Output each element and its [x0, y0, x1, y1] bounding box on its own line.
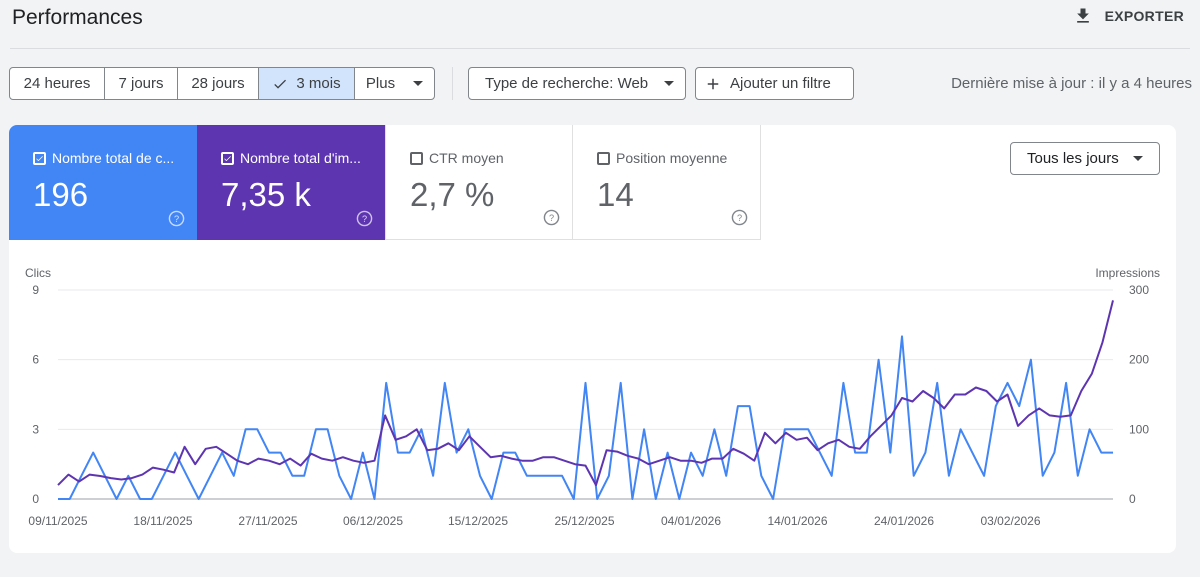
y-tick-right: 100	[1129, 422, 1149, 436]
x-tick-label: 09/11/2025	[28, 514, 87, 528]
caret-down-icon	[413, 81, 424, 86]
range-7d[interactable]: 7 jours	[105, 68, 178, 99]
metric-position[interactable]: Position moyenne 14 ?	[573, 125, 761, 240]
help-icon[interactable]: ?	[356, 210, 373, 227]
svg-text:?: ?	[174, 214, 179, 224]
x-tick-label: 24/01/2026	[874, 514, 934, 528]
export-button[interactable]: EXPORTER	[1073, 6, 1184, 26]
y-tick-left: 6	[32, 353, 39, 367]
metric-impressions-value: 7,35 k	[221, 176, 311, 213]
help-icon[interactable]: ?	[168, 210, 185, 227]
download-icon	[1076, 8, 1089, 23]
header-divider	[10, 48, 1190, 49]
page-title: Performances	[12, 6, 143, 29]
range-24h[interactable]: 24 heures	[10, 68, 105, 99]
range-more-label: Plus	[365, 75, 396, 92]
plus-icon	[707, 78, 719, 89]
svg-text:?: ?	[549, 213, 554, 223]
x-tick-label: 27/11/2025	[238, 514, 297, 528]
help-icon[interactable]: ?	[731, 209, 748, 226]
metric-impressions[interactable]: Nombre total d'im... 7,35 k ?	[197, 125, 385, 240]
range-3m-label: 3 mois	[296, 75, 341, 92]
x-tick-label: 04/01/2026	[661, 514, 721, 528]
export-label: EXPORTER	[1104, 8, 1184, 24]
metric-clicks-label: Nombre total de c...	[52, 150, 175, 166]
series-line-clicks	[58, 335, 1113, 500]
search-type-dropdown[interactable]: Type de recherche: Web	[468, 67, 686, 100]
days-dropdown[interactable]: Tous les jours	[1010, 142, 1160, 175]
svg-text:?: ?	[737, 213, 742, 223]
checkbox-checked-icon[interactable]	[221, 151, 234, 165]
checkbox-checked-icon[interactable]	[33, 151, 46, 165]
metric-clicks-value: 196	[33, 176, 89, 213]
days-dropdown-label: Tous les jours	[1027, 150, 1119, 167]
metric-ctr-value: 2,7 %	[410, 176, 495, 213]
y-tick-right: 0	[1129, 492, 1136, 506]
add-filter-label: Ajouter un filtre	[730, 75, 831, 92]
checkbox-unchecked-icon[interactable]	[410, 151, 423, 165]
add-filter-button[interactable]: Ajouter un filtre	[695, 67, 854, 100]
y-axis-label-left: Clics	[25, 266, 51, 280]
x-tick-label: 06/12/2025	[343, 514, 403, 528]
range-more[interactable]: Plus	[355, 68, 434, 99]
check-icon	[274, 79, 287, 89]
metric-clicks[interactable]: Nombre total de c... 196 ?	[9, 125, 197, 240]
range-28d[interactable]: 28 jours	[178, 68, 259, 99]
x-tick-label: 14/01/2026	[767, 514, 827, 528]
y-tick-left: 3	[32, 422, 39, 436]
performance-chart: 0 0 3 100 6 200 9 300 Clics Impressions 09/11/2025…	[25, 266, 1160, 528]
y-tick-left: 0	[32, 492, 39, 506]
series-line-impressions	[57, 300, 1114, 487]
search-type-label: Type de recherche: Web	[485, 75, 649, 92]
filter-separator	[452, 67, 453, 100]
x-tick-label: 03/02/2026	[980, 514, 1040, 528]
x-tick-label: 15/12/2025	[448, 514, 508, 528]
metric-ctr[interactable]: CTR moyen 2,7 % ?	[385, 125, 573, 240]
x-tick-label: 25/12/2025	[554, 514, 614, 528]
metric-position-label: Position moyenne	[616, 150, 728, 166]
metric-ctr-label: CTR moyen	[429, 150, 504, 166]
range-3m[interactable]: 3 mois	[259, 68, 355, 99]
caret-down-icon	[664, 81, 675, 86]
caret-down-icon	[1132, 156, 1143, 161]
x-tick-label: 18/11/2025	[133, 514, 192, 528]
y-tick-left: 9	[32, 283, 39, 297]
performance-card: Nombre total de c... 196 ? Nombre total …	[9, 125, 1176, 553]
svg-text:?: ?	[362, 214, 367, 224]
y-tick-right: 300	[1129, 283, 1149, 297]
metric-position-value: 14	[597, 176, 634, 213]
help-icon[interactable]: ?	[543, 209, 560, 226]
last-update-text: Dernière mise à jour : il y a 4 heures	[951, 75, 1192, 92]
checkbox-unchecked-icon[interactable]	[597, 151, 610, 165]
metric-impressions-label: Nombre total d'im...	[240, 150, 361, 166]
y-tick-right: 200	[1129, 353, 1149, 367]
y-axis-label-right: Impressions	[1095, 266, 1160, 280]
date-range-selector: 24 heures 7 jours 28 jours 3 mois Plus	[9, 67, 435, 100]
